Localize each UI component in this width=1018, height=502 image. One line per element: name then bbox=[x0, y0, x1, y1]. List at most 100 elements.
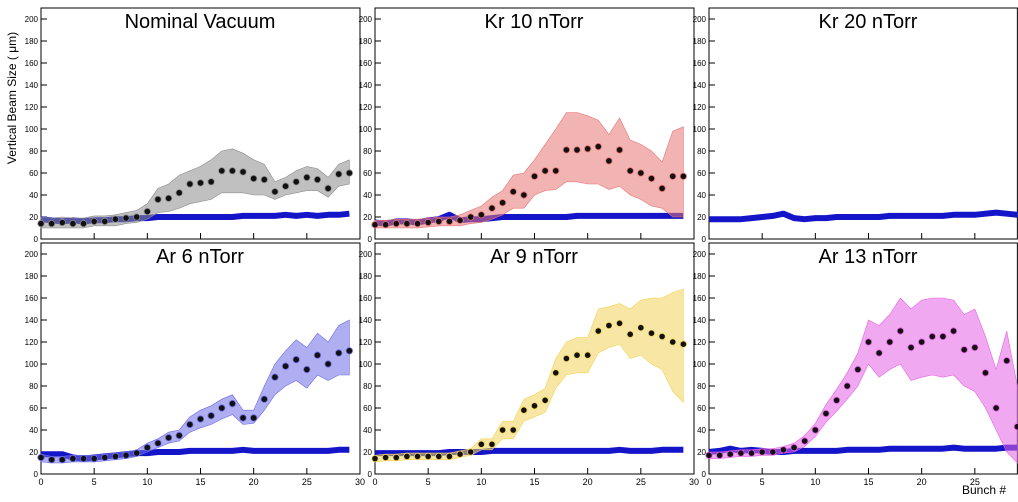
data-point bbox=[669, 338, 677, 346]
data-point bbox=[445, 452, 454, 460]
data-point bbox=[133, 449, 141, 457]
data-point bbox=[58, 218, 66, 227]
data-point bbox=[552, 369, 560, 377]
y-tick-label: 180 bbox=[359, 272, 373, 281]
x-tick-label: 15 bbox=[529, 477, 539, 487]
y-tick-label: 80 bbox=[363, 382, 372, 391]
data-point bbox=[186, 180, 194, 188]
y-tick-label: 60 bbox=[363, 169, 372, 178]
data-point bbox=[509, 188, 517, 196]
panel-title: Ar 9 nTorr bbox=[490, 246, 578, 268]
data-point bbox=[228, 399, 236, 408]
data-point bbox=[726, 450, 734, 458]
data-point bbox=[313, 176, 322, 184]
data-point bbox=[562, 354, 571, 363]
data-point bbox=[498, 199, 507, 207]
x-tick-label: 15 bbox=[195, 477, 205, 487]
y-tick-label: 180 bbox=[693, 37, 707, 46]
x-tick-label: 10 bbox=[142, 477, 152, 487]
data-point bbox=[413, 452, 422, 460]
data-point bbox=[907, 343, 915, 352]
data-point bbox=[228, 167, 236, 175]
data-point bbox=[520, 406, 528, 414]
data-point bbox=[292, 178, 300, 186]
y-tick-label: 180 bbox=[693, 272, 707, 281]
data-point bbox=[647, 174, 656, 183]
y-tick-label: 60 bbox=[29, 404, 38, 413]
y-tick-label: 100 bbox=[25, 125, 39, 134]
data-point bbox=[594, 327, 602, 335]
data-point bbox=[48, 220, 56, 228]
data-point bbox=[111, 452, 120, 460]
data-point bbox=[424, 452, 432, 460]
data-point bbox=[48, 456, 56, 464]
data-point bbox=[207, 178, 215, 186]
data-point bbox=[175, 189, 183, 197]
baseline-line bbox=[709, 209, 1018, 223]
x-tick-label: 10 bbox=[810, 477, 820, 487]
y-tick-label: 140 bbox=[25, 316, 39, 325]
data-point bbox=[196, 179, 205, 187]
data-point bbox=[143, 443, 151, 452]
x-tick-label: 25 bbox=[970, 477, 980, 487]
x-tick-label: 30 bbox=[689, 477, 699, 487]
data-point bbox=[403, 220, 411, 228]
data-point bbox=[122, 451, 130, 459]
error-band bbox=[40, 319, 350, 464]
data-point bbox=[679, 172, 687, 180]
y-tick-label: 80 bbox=[697, 382, 706, 391]
y-tick-label: 200 bbox=[693, 15, 707, 24]
data-point bbox=[324, 360, 332, 368]
y-tick-label: 60 bbox=[697, 404, 706, 413]
data-point bbox=[382, 453, 390, 462]
x-tick-label: 0 bbox=[38, 477, 43, 487]
y-tick-label: 140 bbox=[359, 81, 373, 90]
y-tick-label: 180 bbox=[25, 272, 39, 281]
y-tick-label: 0 bbox=[34, 470, 39, 479]
data-point bbox=[111, 215, 120, 223]
y-tick-label: 60 bbox=[697, 169, 706, 178]
x-tick-label: 0 bbox=[706, 477, 711, 487]
data-point bbox=[939, 332, 947, 341]
data-point bbox=[992, 404, 1000, 412]
data-point bbox=[260, 176, 268, 184]
y-tick-label: 200 bbox=[359, 15, 373, 24]
data-point bbox=[594, 143, 602, 151]
data-point bbox=[101, 217, 109, 225]
data-point bbox=[541, 396, 549, 404]
y-tick-label: 160 bbox=[359, 59, 373, 68]
data-point bbox=[371, 221, 379, 229]
data-point bbox=[392, 453, 400, 462]
x-axis-label: Bunch # bbox=[962, 483, 1006, 497]
y-tick-label: 20 bbox=[363, 448, 372, 457]
data-point bbox=[584, 145, 592, 153]
data-point bbox=[382, 221, 390, 229]
data-point bbox=[413, 220, 422, 228]
data-point bbox=[928, 332, 936, 341]
y-tick-label: 100 bbox=[693, 125, 707, 134]
x-tick-label: 0 bbox=[372, 477, 377, 487]
data-point bbox=[854, 365, 862, 374]
frame bbox=[374, 7, 695, 240]
data-point bbox=[949, 327, 958, 335]
data-point bbox=[424, 218, 432, 227]
data-point bbox=[239, 414, 247, 422]
data-point bbox=[392, 220, 400, 228]
data-point bbox=[175, 431, 183, 440]
data-point bbox=[960, 346, 968, 354]
y-tick-label: 200 bbox=[25, 250, 39, 259]
y-tick-label: 0 bbox=[368, 235, 373, 244]
data-point bbox=[637, 324, 645, 332]
data-point bbox=[832, 396, 841, 404]
x-tick-label: 20 bbox=[917, 477, 927, 487]
data-point bbox=[705, 451, 713, 459]
data-point bbox=[260, 395, 268, 403]
data-point bbox=[669, 172, 677, 180]
data-point bbox=[154, 195, 162, 203]
x-tick-label: 20 bbox=[249, 477, 259, 487]
data-point bbox=[477, 440, 485, 448]
data-point bbox=[218, 404, 226, 412]
error-band bbox=[374, 288, 684, 463]
data-point bbox=[403, 452, 411, 460]
